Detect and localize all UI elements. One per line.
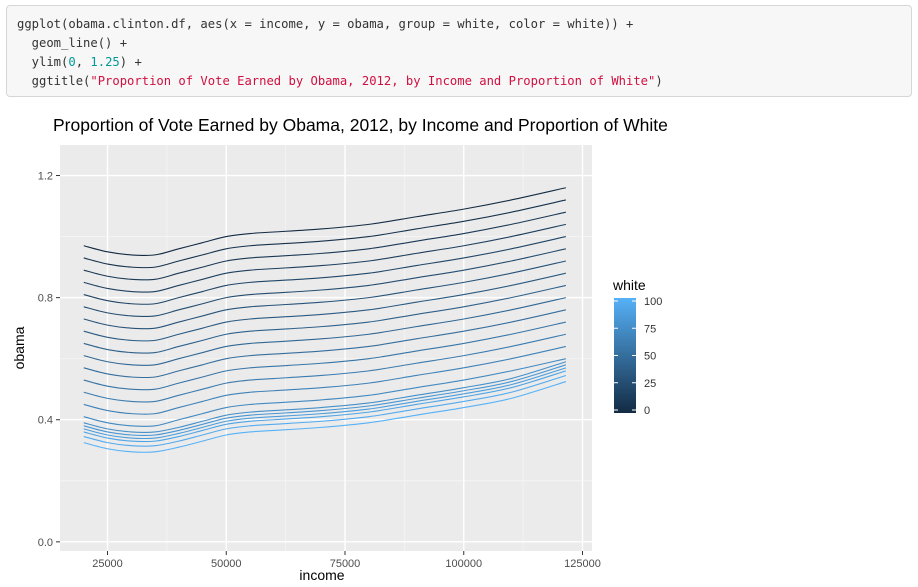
series-line-white-40 (83, 284, 567, 354)
series-line-white-75 (83, 361, 567, 433)
legend-tick-label: 0 (644, 405, 650, 417)
x-tick-label: 50000 (211, 558, 242, 570)
y-tick-label: 0.8 (38, 293, 53, 305)
chart-title: Proportion of Vote Earned by Obama, 2012… (53, 115, 668, 135)
legend-tick-label: 25 (644, 378, 656, 390)
legend-tick-label: 50 (644, 351, 656, 363)
code-line: ggplot(obama.clinton.df, aes(x = income,… (17, 15, 901, 34)
x-axis-label: income (299, 567, 344, 583)
y-tick-label: 0.4 (38, 415, 53, 427)
y-axis: 0.0 0.4 0.8 1.2 (38, 171, 60, 549)
series-line-white-45 (83, 297, 567, 366)
code-token: 0 (68, 55, 76, 69)
x-tick-label: 125000 (564, 558, 601, 570)
series-line-white-90 (83, 370, 567, 443)
code-line: ylim(0, 1.25) + (17, 53, 901, 72)
series-line-white-5 (83, 199, 566, 269)
y-axis-label: obama (11, 326, 27, 369)
legend-colorbar (614, 298, 636, 413)
series-line-white-0 (83, 187, 566, 257)
x-axis: 25000 50000 75000 100000 125000 (92, 551, 601, 570)
code-block: ggplot(obama.clinton.df, aes(x = income,… (6, 5, 912, 97)
series-line-white-65 (83, 345, 567, 415)
y-tick-label: 0.0 (38, 537, 53, 549)
code-token: geom_line() + (17, 36, 128, 50)
series-line-white-35 (83, 272, 567, 342)
series-line-white-100 (83, 381, 567, 453)
x-tick-label: 100000 (445, 558, 482, 570)
series-line-white-50 (83, 309, 567, 379)
y-tick-label: 1.2 (38, 171, 53, 183)
code-line: ggtitle("Proportion of Vote Earned by Ob… (17, 72, 901, 91)
code-token: ggtitle( (17, 74, 91, 88)
legend-title: white (612, 277, 646, 293)
code-token: , (75, 55, 91, 69)
x-tick-label: 75000 (330, 558, 361, 570)
series-line-white-60 (83, 333, 567, 403)
legend-tick-label: 75 (644, 323, 656, 335)
series-line-white-80 (83, 364, 567, 437)
plot-panel (60, 145, 592, 551)
code-line: geom_line() + (17, 34, 901, 53)
series-line-white-30 (83, 260, 567, 330)
color-legend: white 0 25 50 75 100 (612, 277, 662, 417)
x-tick-label: 25000 (92, 558, 123, 570)
legend-tick-label: 100 (644, 296, 662, 308)
code-token: ggplot(obama.clinton.df, aes(x = income,… (17, 17, 634, 31)
series-line-white-95 (83, 374, 567, 447)
code-token: "Proportion of Vote Earned by Obama, 201… (90, 74, 656, 88)
series-line-white-10 (83, 211, 566, 281)
series-line-white-70 (83, 358, 567, 427)
code-token: 1.25 (90, 55, 120, 69)
series-lines (83, 187, 567, 453)
code-token: ylim( (17, 55, 69, 69)
series-line-white-20 (83, 236, 566, 305)
series-line-white-85 (83, 367, 567, 440)
line-chart: Proportion of Vote Earned by Obama, 2012… (11, 115, 668, 583)
series-line-white-15 (83, 223, 566, 293)
series-line-white-55 (83, 321, 567, 391)
code-token: ) + (119, 55, 142, 69)
code-token: ) (655, 74, 663, 88)
grid-lines (60, 145, 592, 551)
series-line-white-25 (83, 248, 566, 318)
